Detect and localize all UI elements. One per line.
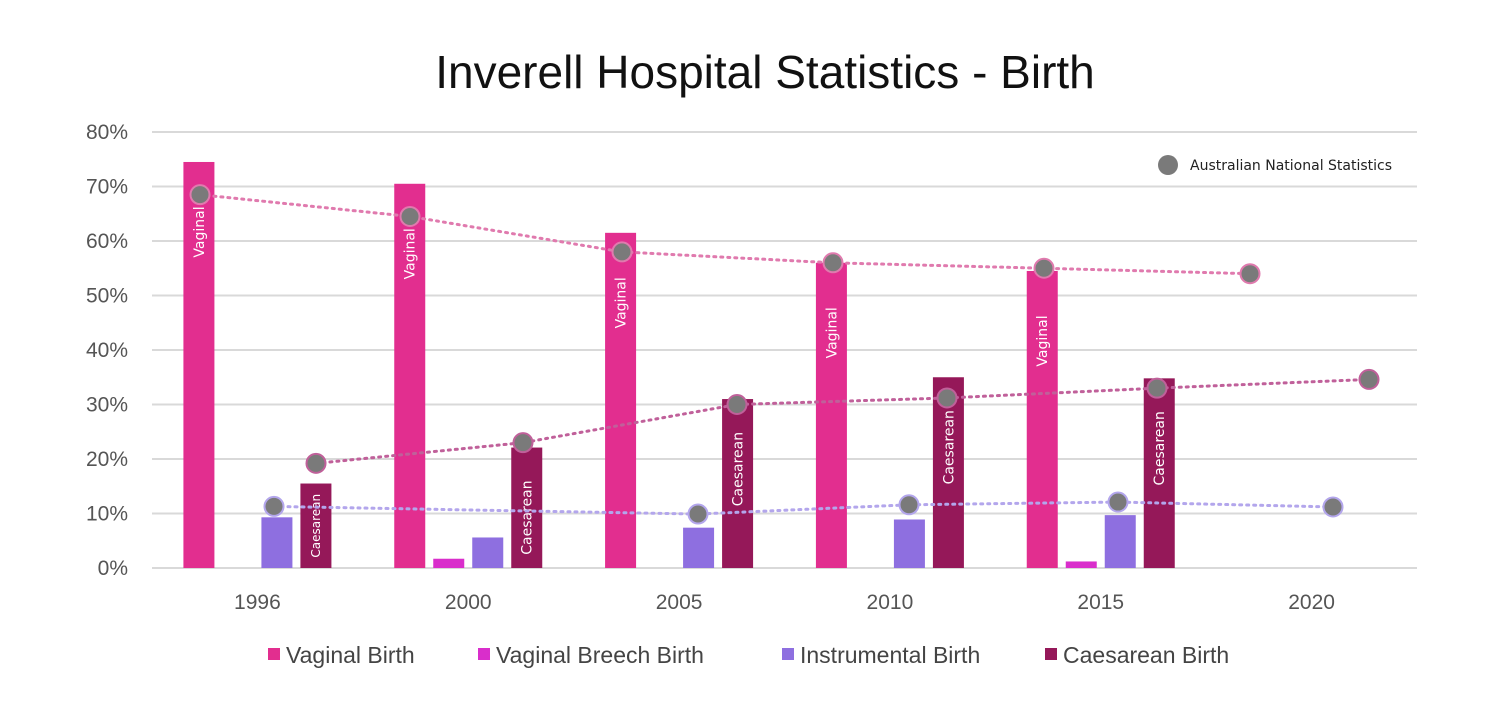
national-marker [263, 495, 285, 517]
legend-swatch [1045, 648, 1057, 660]
bar [433, 558, 465, 568]
legend-swatch [782, 648, 794, 660]
national-marker [305, 452, 327, 474]
bar [1143, 378, 1175, 568]
x-tick-label: 2020 [1288, 591, 1335, 614]
national-trend-lines [198, 193, 1371, 516]
national-marker [611, 241, 633, 263]
y-tick-label: 30% [86, 394, 128, 417]
legend-label: Instrumental Birth [800, 642, 980, 668]
bar [1104, 515, 1136, 568]
y-tick-label: 0% [98, 557, 128, 580]
x-tick-label: 2010 [867, 591, 914, 614]
bar-data-label: Caesarean [941, 410, 957, 484]
legend-label: Caesarean Birth [1063, 642, 1229, 668]
legend-label: Vaginal Birth [286, 642, 415, 668]
national-marker [1146, 377, 1168, 399]
bar-data-label: Caesarean [731, 432, 747, 506]
legend: Vaginal Birth Vaginal Breech Birth Instrum… [268, 642, 1229, 668]
bar-data-label: Vaginal [614, 277, 630, 328]
y-tick-label: 70% [86, 176, 128, 199]
legend-swatch [478, 648, 490, 660]
bar [183, 161, 215, 568]
bar-data-label: Vaginal [1035, 315, 1051, 366]
bar [394, 183, 426, 568]
legend-label: Vaginal Breech Birth [496, 642, 704, 668]
x-tick-label: 2000 [445, 591, 492, 614]
bar-data-label: Vaginal [192, 206, 208, 257]
bar [683, 527, 715, 568]
x-tick-label: 2015 [1077, 591, 1124, 614]
national-marker [399, 205, 421, 227]
trend-line [314, 377, 1371, 465]
bars: Vaginal Vaginal Vaginal Vaginal Vaginal Caesa… [183, 161, 1175, 568]
chart-title: Inverell Hospital Statistics - Birth [435, 46, 1095, 98]
national-marker [1239, 263, 1261, 285]
bar [511, 447, 543, 568]
national-statistics-legend: Australian National Statistics [1158, 155, 1392, 175]
gridlines [152, 131, 1417, 569]
national-legend-marker [1158, 155, 1178, 175]
y-tick-label: 80% [86, 121, 128, 144]
y-axis-ticks: 0% 10% 20% 30% 40% 50% 60% 70% 80% [86, 121, 128, 580]
y-tick-label: 60% [86, 230, 128, 253]
trend-line [198, 193, 1252, 276]
bar [261, 517, 293, 568]
bar [1026, 270, 1058, 568]
national-marker [726, 394, 748, 415]
bar [1065, 561, 1097, 568]
national-legend-label: Australian National Statistics [1190, 158, 1392, 174]
y-tick-label: 40% [86, 339, 128, 362]
national-marker [1358, 368, 1380, 390]
national-marker [898, 494, 920, 516]
national-marker [936, 387, 958, 409]
bar [815, 262, 847, 568]
bar-data-label: Caesarean [309, 494, 323, 558]
bar-data-label: Vaginal [824, 307, 840, 358]
national-markers [189, 184, 1380, 525]
trend-line [272, 500, 1335, 516]
y-tick-label: 20% [86, 448, 128, 471]
national-marker [687, 503, 709, 525]
bar [300, 483, 332, 568]
bar [722, 399, 754, 568]
national-marker [822, 252, 844, 274]
national-marker [1033, 257, 1055, 279]
y-tick-label: 10% [86, 503, 128, 526]
legend-swatch [268, 648, 280, 660]
x-tick-label: 1996 [234, 591, 281, 614]
bar-data-label: Vaginal [403, 228, 419, 279]
national-marker [1107, 491, 1129, 513]
bar [932, 377, 964, 568]
x-axis-ticks: 1996 2000 2005 2010 2015 2020 [234, 591, 1335, 614]
national-marker [512, 432, 534, 454]
bar [472, 537, 504, 568]
bar [893, 519, 925, 568]
bar-data-label: Caesarean [520, 480, 536, 554]
bar-data-label: Caesarean [1152, 411, 1168, 485]
national-marker [189, 184, 211, 206]
national-marker [1322, 496, 1344, 518]
y-tick-label: 50% [86, 285, 128, 308]
x-tick-label: 2005 [656, 591, 703, 614]
